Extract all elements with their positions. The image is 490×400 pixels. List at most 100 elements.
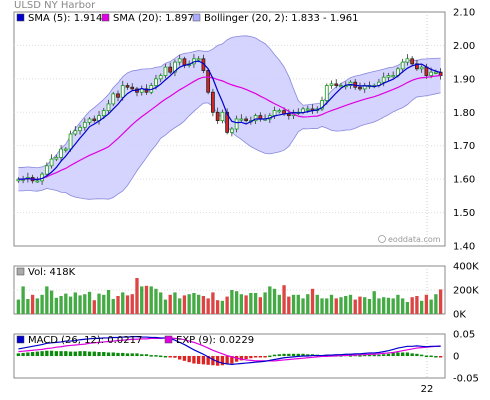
candle-body xyxy=(415,63,419,70)
macd-histogram-bar xyxy=(291,353,296,356)
macd-histogram-bar xyxy=(125,353,130,356)
macd-histogram-bar xyxy=(377,354,381,357)
candle-body xyxy=(206,70,211,93)
volume-bar xyxy=(382,297,386,314)
legend-swatch-sma5 xyxy=(16,13,25,22)
price-panel: 2.10 2.00 1.90 1.80 1.70 1.60 1.50 1.40 ULSD NY… xyxy=(13,0,475,253)
candle-body xyxy=(54,157,59,160)
candle-body xyxy=(130,86,135,90)
candle-body xyxy=(111,93,116,105)
candle-body xyxy=(63,148,68,151)
candle-body xyxy=(424,66,429,76)
candle xyxy=(220,109,225,124)
volume-bar xyxy=(363,297,367,314)
volume-bar xyxy=(154,288,158,314)
candle xyxy=(125,82,130,90)
volume-bar xyxy=(415,296,419,314)
macd-histogram-bar xyxy=(211,356,215,366)
volume-bar xyxy=(244,295,248,314)
macd-histogram-bar xyxy=(301,353,305,356)
volume-bar xyxy=(201,296,206,314)
candle-body xyxy=(35,180,40,183)
volume-bar xyxy=(348,294,353,314)
legend-bollinger: Bollinger (20, 2): 1.833 - 1.961 xyxy=(204,13,358,24)
legend-swatch-volume xyxy=(16,267,25,276)
candle-body xyxy=(334,83,339,86)
legend-swatch-bollinger xyxy=(192,13,201,22)
macd-histogram-bar xyxy=(130,353,134,356)
candle-body xyxy=(73,130,78,135)
volume-bar xyxy=(182,295,187,314)
candle xyxy=(59,145,63,162)
legend-swatch-exp xyxy=(164,335,173,344)
macd-histogram-bar xyxy=(26,352,30,356)
macd-histogram-bar xyxy=(306,354,310,356)
volume-bar xyxy=(64,293,68,314)
macd-histogram-bar xyxy=(386,353,391,356)
macd-histogram-bar xyxy=(367,354,372,357)
candle xyxy=(234,115,239,133)
legend-exp: EXP (9): 0.0229 xyxy=(176,335,254,346)
macd-histogram-bar xyxy=(64,351,68,356)
candle-body xyxy=(234,118,239,130)
macd-histogram-bar xyxy=(111,352,115,356)
volume-bar xyxy=(159,292,163,314)
watermark-text: eoddata.com xyxy=(388,235,441,244)
volume-bar xyxy=(102,294,106,314)
price-legend: SMA (5): 1.914 SMA (20): 1.897 Bollinger… xyxy=(16,13,358,24)
candle-body xyxy=(358,86,362,90)
volume-bar xyxy=(353,299,357,314)
candle xyxy=(400,58,405,73)
macd-histogram-bar xyxy=(215,356,220,366)
candle-body xyxy=(59,148,63,158)
volume-bar xyxy=(125,295,130,314)
candle-body xyxy=(16,178,21,182)
candle-body xyxy=(381,76,386,83)
macd-histogram-bar xyxy=(154,355,158,357)
volume-bar xyxy=(315,294,319,314)
macd-histogram-bar xyxy=(410,353,414,356)
candle-body xyxy=(400,61,405,70)
candle xyxy=(87,116,92,125)
candle xyxy=(106,99,111,114)
volume-bar xyxy=(16,299,21,314)
macd-histogram-bar xyxy=(187,356,191,363)
macd-histogram-bar xyxy=(201,356,206,365)
macd-histogram-bar xyxy=(263,356,267,358)
price-y-tick-label: 1.90 xyxy=(453,74,475,85)
macd-histogram-bar xyxy=(173,356,177,358)
volume-bar xyxy=(344,296,348,314)
volume-bars xyxy=(16,278,443,314)
x-tick-label: 22 xyxy=(421,384,434,395)
macd-histogram-bar xyxy=(159,355,163,358)
candle-body xyxy=(87,118,92,123)
macd-histogram-bar xyxy=(429,355,433,358)
volume-bar xyxy=(320,298,324,314)
macd-histogram-bar xyxy=(230,356,234,364)
candle-body xyxy=(68,133,73,150)
candle xyxy=(215,107,220,124)
candle-body xyxy=(78,126,82,132)
volume-bar xyxy=(121,292,125,314)
volume-bar xyxy=(73,292,77,314)
macd-histogram-bar xyxy=(220,356,225,366)
candle xyxy=(410,56,415,67)
macd-histogram-bar xyxy=(234,356,239,362)
candle xyxy=(230,126,234,137)
candle xyxy=(386,72,391,81)
sma20-line xyxy=(18,74,441,181)
candle xyxy=(130,83,135,91)
sma5-line xyxy=(18,60,441,181)
candle xyxy=(244,116,248,123)
volume-bar xyxy=(83,294,87,314)
candle-body xyxy=(101,110,106,117)
volume-bar xyxy=(111,299,115,314)
candle xyxy=(334,79,339,89)
candle-body xyxy=(144,88,149,93)
macd-histogram-bar xyxy=(54,351,58,356)
volume-bar xyxy=(45,286,49,314)
candle xyxy=(163,63,168,79)
macd-histogram-bar xyxy=(272,354,277,357)
macd-histogram-bar xyxy=(116,352,120,356)
macd-histogram-bar xyxy=(415,353,419,356)
